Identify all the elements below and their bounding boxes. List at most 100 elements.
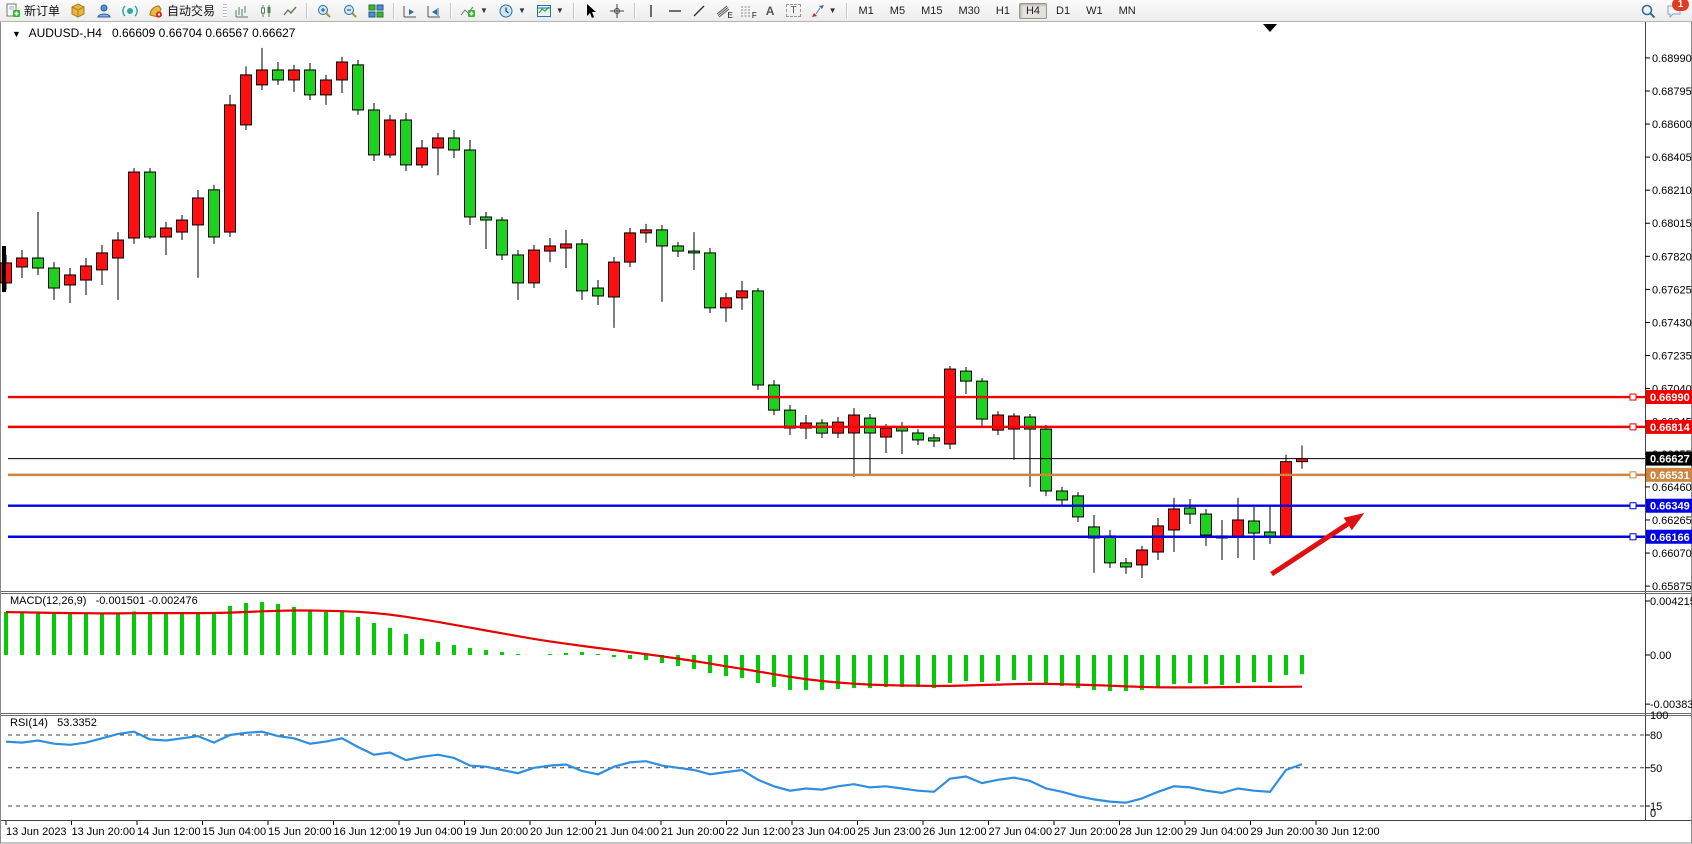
candlesticks <box>0 47 1308 578</box>
cursor-tool-button[interactable] <box>579 0 603 21</box>
main-toolbar: 新订单 自动交易 <box>0 0 1692 22</box>
fibonacci-tool-button[interactable]: F <box>736 0 758 21</box>
svg-text:20 Jun 12:00: 20 Jun 12:00 <box>530 826 594 838</box>
line-chart-icon <box>283 6 297 15</box>
trendline-tool-button[interactable] <box>688 0 710 21</box>
search-icon[interactable] <box>1640 3 1656 19</box>
indicators-button[interactable]: ▼ <box>456 0 492 21</box>
new-order-button[interactable]: 新订单 <box>1 0 64 21</box>
trend-arrow-annotation[interactable] <box>1270 513 1365 577</box>
chart-shift-marker[interactable] <box>1263 24 1277 32</box>
channel-tool-button[interactable]: E <box>712 0 734 21</box>
svg-text:15: 15 <box>1650 801 1662 813</box>
svg-text:19 Jun 04:00: 19 Jun 04:00 <box>399 826 463 838</box>
tile-windows-icon <box>368 4 384 17</box>
text-label-tool-button[interactable]: T <box>782 0 804 21</box>
channel-letter: E <box>727 11 733 20</box>
timeframe-button-m5[interactable]: M5 <box>889 4 906 17</box>
templates-button[interactable]: ▼ <box>532 0 568 21</box>
svg-text:0.66814: 0.66814 <box>1650 422 1691 434</box>
indicators-icon <box>460 6 476 17</box>
rsi-value: 53.3352 <box>57 717 97 729</box>
zoom-out-button[interactable] <box>338 0 362 21</box>
price-badge: 0.66349 <box>1646 498 1692 513</box>
cursor-icon <box>586 3 596 18</box>
text-tool-letter: A <box>765 3 775 18</box>
vertical-line-icon <box>650 4 652 17</box>
svg-text:19 Jun 20:00: 19 Jun 20:00 <box>465 826 529 838</box>
svg-text:0.68990: 0.68990 <box>1652 53 1692 65</box>
time-axis: 13 Jun 2023 13 Jun 20:00 14 Jun 12:00 15 Ju… <box>5 821 1380 838</box>
vertical-line-tool-button[interactable] <box>640 0 662 21</box>
svg-text:0.67625: 0.67625 <box>1652 284 1692 296</box>
auto-scroll-button[interactable] <box>399 0 421 21</box>
svg-text:0.68405: 0.68405 <box>1652 152 1692 164</box>
timeframe-button-w1[interactable]: W1 <box>1086 4 1103 17</box>
trendline-icon <box>693 5 705 16</box>
horizontal-line-tool-button[interactable] <box>664 0 686 21</box>
svg-text:0: 0 <box>1650 808 1656 820</box>
horizontal-level-lines[interactable] <box>8 393 1645 541</box>
svg-text:0.66070: 0.66070 <box>1652 548 1692 560</box>
svg-text:28 Jun 12:00: 28 Jun 12:00 <box>1120 826 1184 838</box>
timeframe-button-h1[interactable]: H1 <box>995 4 1010 17</box>
notification-count-badge: 1 <box>1672 0 1689 11</box>
svg-text:14 Jun 12:00: 14 Jun 12:00 <box>137 826 201 838</box>
signals-button[interactable] <box>118 0 142 21</box>
svg-text:25 Jun 23:00: 25 Jun 23:00 <box>858 826 922 838</box>
svg-text:0.68600: 0.68600 <box>1652 119 1692 131</box>
text-label-letter: T <box>786 4 801 17</box>
svg-text:0.68210: 0.68210 <box>1652 185 1692 197</box>
timeframe-button-m15[interactable]: M15 <box>921 4 943 17</box>
line-chart-mode-button[interactable] <box>279 0 301 21</box>
svg-text:15 Jun 04:00: 15 Jun 04:00 <box>203 826 267 838</box>
signal-icon <box>122 5 138 16</box>
timeframe-button-m30[interactable]: M30 <box>958 4 980 17</box>
candle-chart-mode-button[interactable] <box>255 0 277 21</box>
svg-text:0.67235: 0.67235 <box>1652 351 1692 363</box>
svg-text:29 Jun 04:00: 29 Jun 04:00 <box>1185 826 1249 838</box>
svg-text:13 Jun 2023: 13 Jun 2023 <box>6 826 67 838</box>
text-tool-button[interactable]: A <box>760 0 781 21</box>
macd-values: -0.001501 -0.002476 <box>95 595 198 607</box>
clock-icon <box>499 4 513 17</box>
timeframe-button-m1[interactable]: M1 <box>858 4 874 17</box>
svg-text:0.65875: 0.65875 <box>1652 581 1692 593</box>
bar-chart-mode-button[interactable] <box>231 0 253 21</box>
chart-symbol-timeframe: AUDUSD-,H4 <box>28 26 102 40</box>
timeframe-button-h4[interactable]: H4 <box>1018 2 1047 19</box>
svg-text:0.66349: 0.66349 <box>1650 501 1690 513</box>
auto-trading-label: 自动交易 <box>167 4 216 18</box>
macd-panel: 0.004215 0.00 -0.003835 <box>4 596 1692 711</box>
chart-title-collapse-icon[interactable]: ▼ <box>12 29 21 39</box>
timeframe-button-d1[interactable]: D1 <box>1056 4 1071 17</box>
svg-text:13 Jun 20:00: 13 Jun 20:00 <box>72 826 136 838</box>
timeframe-button-mn[interactable]: MN <box>1118 4 1136 17</box>
zoom-in-button[interactable] <box>312 0 336 21</box>
fibonacci-icon <box>740 6 751 16</box>
auto-trading-button[interactable]: 自动交易 <box>144 0 219 21</box>
chart-shift-button[interactable] <box>423 0 445 21</box>
svg-text:0.66627: 0.66627 <box>1650 454 1690 466</box>
bar-chart-icon <box>235 5 249 17</box>
tile-windows-button[interactable] <box>364 0 388 21</box>
market-cube-button[interactable] <box>66 0 90 21</box>
svg-text:22 Jun 12:00: 22 Jun 12:00 <box>727 826 791 838</box>
svg-text:23 Jun 04:00: 23 Jun 04:00 <box>792 826 856 838</box>
notifications-button[interactable]: 1 <box>1666 0 1689 19</box>
price-badge: 0.66166 <box>1646 529 1692 544</box>
arrows-tool-button[interactable]: ▼ <box>807 0 841 21</box>
svg-text:15 Jun 20:00: 15 Jun 20:00 <box>268 826 332 838</box>
svg-text:0.66990: 0.66990 <box>1650 392 1690 404</box>
price-badge: 0.66531 <box>1646 467 1692 482</box>
svg-text:21 Jun 20:00: 21 Jun 20:00 <box>661 826 725 838</box>
crosshair-tool-button[interactable] <box>605 0 629 21</box>
svg-text:0.66265: 0.66265 <box>1652 515 1692 527</box>
template-icon <box>536 4 551 17</box>
profile-button[interactable] <box>92 0 116 21</box>
cube-icon <box>71 2 85 18</box>
auto-scroll-icon <box>403 5 417 17</box>
period-clock-button[interactable]: ▼ <box>494 0 530 21</box>
svg-text:27 Jun 04:00: 27 Jun 04:00 <box>989 826 1053 838</box>
